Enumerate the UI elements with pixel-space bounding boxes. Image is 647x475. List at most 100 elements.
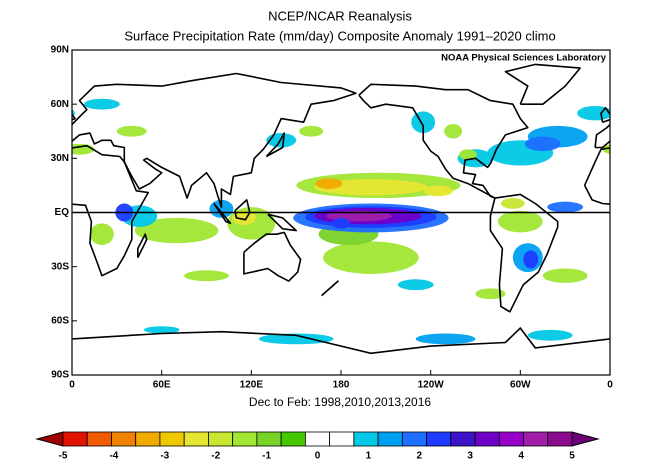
coastline [265, 132, 286, 158]
anomaly-blob [9, 202, 45, 213]
anomaly-blob [622, 99, 647, 110]
y-axis-label: 90N [51, 45, 69, 56]
anomaly-blob [323, 241, 419, 274]
anomaly-blob [500, 198, 525, 209]
y-axis-label: 30S [51, 261, 69, 272]
colorbar-box [498, 431, 524, 447]
anomaly-blob [89, 223, 114, 246]
coastline [358, 83, 529, 199]
title: NCEP/NCAR Reanalysis [268, 8, 412, 23]
anomaly-blob [258, 333, 334, 345]
anomaly-blob [527, 329, 573, 341]
coastlines [72, 63, 610, 355]
colorbar-box [377, 431, 403, 447]
coastline [243, 231, 302, 282]
anomaly-blob [72, 143, 95, 155]
anomaly-blob [577, 105, 610, 121]
colorbar-box [401, 431, 427, 447]
colorbar-box [523, 431, 549, 447]
colorbar-box [353, 431, 379, 447]
y-axis-label: EQ [55, 207, 70, 218]
anomaly-blob [0, 330, 35, 341]
colorbar-box [159, 431, 185, 447]
colorbar-box [450, 431, 476, 447]
coastline [504, 63, 581, 105]
anomaly-blob [134, 217, 219, 244]
anomaly-blob [628, 223, 647, 245]
colorbar-box [232, 431, 258, 447]
anomaly-blob [602, 144, 610, 154]
caption: Dec to Feb: 1998,2010,2013,2016 [249, 395, 431, 409]
x-axis-label: 0 [69, 380, 75, 391]
anomaly-blob [332, 217, 350, 229]
anomaly-blob [299, 125, 324, 137]
y-axis-label: 90S [51, 370, 69, 381]
colorbar-arrow [571, 431, 600, 447]
anomaly-blob [266, 133, 297, 148]
colorbar-box [62, 431, 88, 447]
x-axis-label: 60W [510, 380, 531, 391]
coastline [72, 144, 149, 277]
colorbar-arrow [35, 431, 64, 447]
anomaly-blob [5, 268, 50, 282]
colorbar-label: -1 [262, 451, 271, 462]
colorbar-label: -2 [211, 451, 220, 462]
y-axis-label: 60N [51, 99, 69, 110]
anomaly-blob [231, 210, 256, 226]
anomaly-blob [0, 211, 5, 233]
x-axis-label: 0 [607, 380, 613, 391]
colorbar-box [86, 431, 112, 447]
colorbar: -5 -4 -3 -2 -1 0 1 2 3 4 5 [35, 431, 600, 462]
anomaly-blob [423, 185, 454, 197]
coastline [234, 199, 251, 221]
colorbar-box [474, 431, 500, 447]
colorbar-box [135, 431, 161, 447]
coastline [267, 213, 298, 232]
anomaly-blob [523, 250, 539, 269]
colorbar-label: 5 [569, 451, 575, 462]
colorbar-box [304, 431, 331, 447]
anomaly-blob [524, 136, 561, 152]
colorbar-box [547, 431, 573, 447]
colorbar-box [329, 431, 355, 447]
colorbar-box [426, 431, 452, 447]
anomaly-blob [542, 268, 588, 283]
anomaly-blob [184, 270, 229, 282]
anomaly-blob [315, 178, 343, 190]
anomaly-blob [143, 326, 180, 334]
colorbar-box [111, 431, 137, 447]
anomaly-blob [444, 124, 463, 139]
colorbar-label: -4 [109, 451, 118, 462]
x-axis-label: 180 [333, 380, 350, 391]
coastline [72, 72, 357, 208]
colorbar-box [256, 431, 282, 447]
x-axis-label: 120W [418, 380, 445, 391]
anomaly-blob [497, 210, 543, 233]
anomaly-blob [0, 126, 50, 148]
x-axis-label: 60E [153, 380, 171, 391]
anomaly-blob [0, 137, 23, 151]
anomaly-blob [459, 149, 477, 161]
anomaly-blob [0, 140, 15, 165]
anomaly-blob [0, 243, 5, 272]
coastline [489, 193, 559, 313]
colorbar-label: 3 [467, 451, 473, 462]
colorbar-box [183, 431, 209, 447]
x-axis-label: 120E [240, 380, 264, 391]
colorbar-label: 2 [417, 451, 423, 462]
colorbar-label: 0 [315, 451, 321, 462]
anomaly-blob [397, 279, 434, 291]
colorbar-label: -3 [160, 451, 169, 462]
y-axis-label: 30N [51, 153, 69, 164]
credit: NOAA Physical Sciences Laboratory [441, 53, 607, 64]
coastline [321, 280, 339, 297]
anomaly-blob [547, 201, 584, 213]
anomaly-blob [314, 179, 428, 196]
anomaly-blob [116, 125, 147, 137]
colorbar-box [280, 431, 306, 447]
subtitle: Surface Precipitation Rate (mm/day) Comp… [124, 28, 555, 43]
colorbar-label: -5 [59, 451, 68, 462]
anomaly-blob [83, 98, 120, 110]
